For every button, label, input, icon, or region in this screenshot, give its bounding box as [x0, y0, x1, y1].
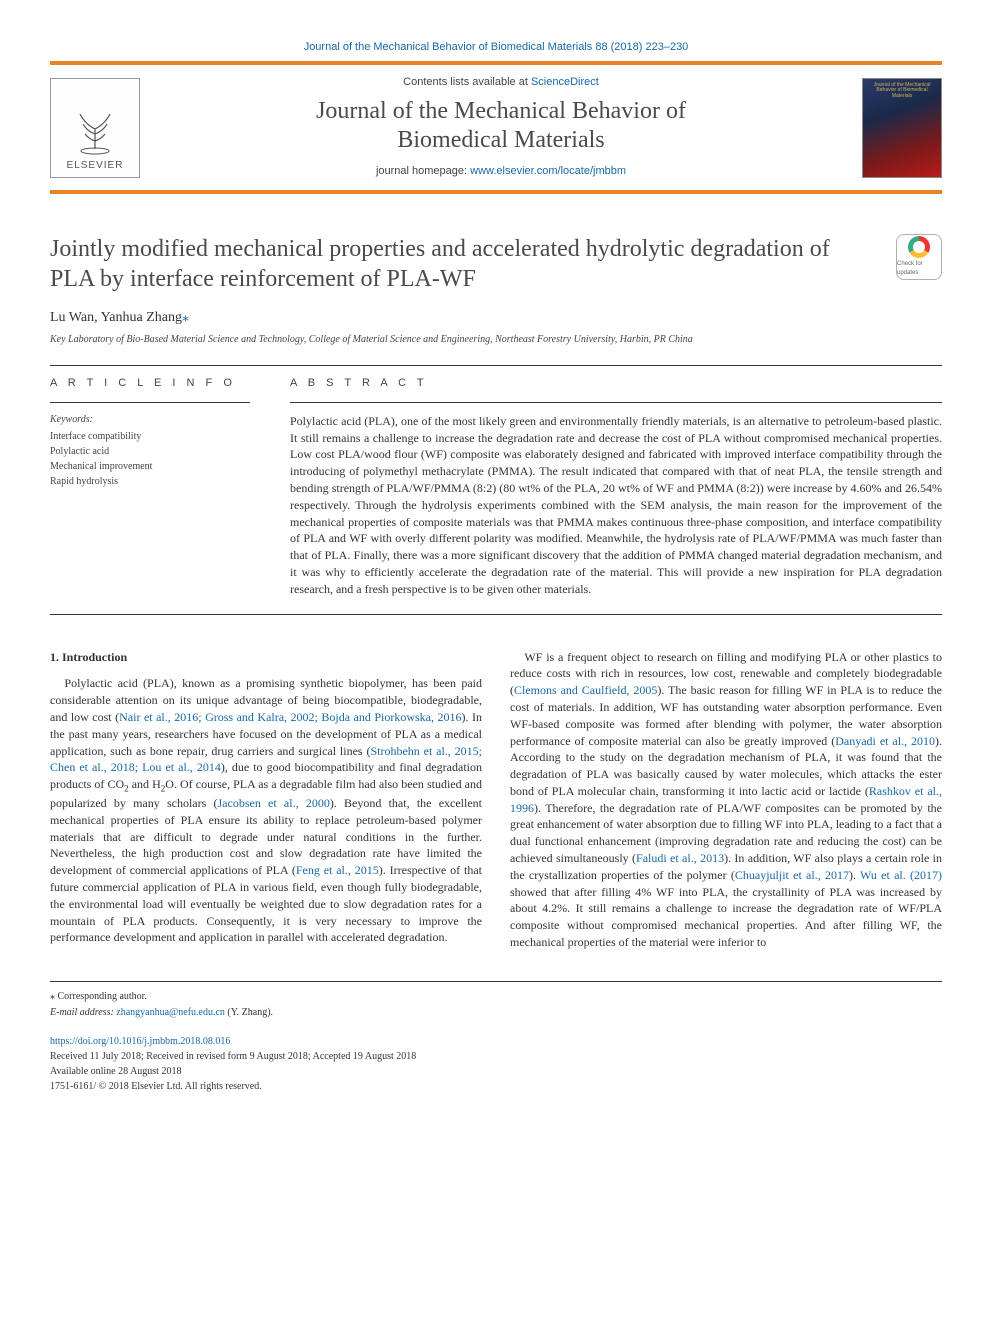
history-line: Received 11 July 2018; Received in revis…: [50, 1051, 416, 1062]
meta-row: A R T I C L E I N F O Keywords: Interfac…: [50, 376, 942, 597]
body-text: showed that after filling 4% WF into PLA…: [510, 885, 942, 949]
email-line: E-mail address: zhangyanhua@nefu.edu.cn …: [50, 1006, 942, 1020]
body-columns: 1. Introduction Polylactic acid (PLA), k…: [50, 649, 942, 951]
abstract-col: A B S T R A C T Polylactic acid (PLA), o…: [290, 376, 942, 597]
copyright-line: 1751-6161/ © 2018 Elsevier Ltd. All righ…: [50, 1081, 262, 1092]
contents-line: Contents lists available at ScienceDirec…: [156, 75, 846, 90]
cite-link[interactable]: Jacobsen et al., 2000: [218, 796, 330, 810]
cite-link[interactable]: Chuayjuljit et al., 2017: [735, 868, 849, 882]
homepage-link[interactable]: www.elsevier.com/locate/jmbbm: [470, 165, 626, 177]
journal-header: ELSEVIER Contents lists available at Sci…: [50, 61, 942, 193]
cite-link[interactable]: Nair et al., 2016; Gross and Kalra, 2002…: [119, 710, 461, 724]
cite-link[interactable]: Faludi et al., 2013: [636, 851, 724, 865]
authors: Lu Wan, Yanhua Zhang⁎: [50, 308, 876, 328]
journal-name-l2: Biomedical Materials: [397, 127, 604, 153]
cite-link[interactable]: Wu et al. (2017): [860, 868, 942, 882]
rule-abs: [290, 402, 942, 403]
abstract-text: Polylactic acid (PLA), one of the most l…: [290, 413, 942, 598]
keyword-item: Mechanical improvement: [50, 459, 250, 474]
journal-name: Journal of the Mechanical Behavior of Bi…: [156, 97, 846, 155]
page-footer: ⁎ Corresponding author. E-mail address: …: [50, 981, 942, 1094]
body-text: and H: [129, 777, 161, 791]
cite-link[interactable]: Clemons and Caulfield, 2005: [514, 683, 657, 697]
affiliation: Key Laboratory of Bio-Based Material Sci…: [50, 333, 876, 347]
crossmark-label: Check for updates: [897, 260, 941, 277]
sciencedirect-link[interactable]: ScienceDirect: [531, 76, 599, 88]
cite-link[interactable]: Feng et al., 2015: [296, 863, 379, 877]
journal-name-l1: Journal of the Mechanical Behavior of: [316, 98, 686, 124]
rule-top: [50, 365, 942, 366]
crossmark-badge[interactable]: Check for updates: [896, 234, 942, 280]
cite-link[interactable]: Danyadi et al., 2010: [835, 734, 935, 748]
header-center: Contents lists available at ScienceDirec…: [156, 75, 846, 179]
journal-homepage: journal homepage: www.elsevier.com/locat…: [156, 164, 846, 179]
doi-link[interactable]: https://doi.org/10.1016/j.jmbbm.2018.08.…: [50, 1036, 230, 1047]
homepage-pre: journal homepage:: [376, 165, 470, 177]
email-label: E-mail address:: [50, 1007, 116, 1018]
elsevier-logo: ELSEVIER: [50, 78, 140, 178]
section-head-intro: 1. Introduction: [50, 649, 482, 666]
keyword-item: Rapid hydrolysis: [50, 474, 250, 489]
citation-link[interactable]: Journal of the Mechanical Behavior of Bi…: [304, 41, 689, 53]
elsevier-wordmark: ELSEVIER: [67, 159, 124, 173]
email-link[interactable]: zhangyanhua@nefu.edu.cn: [116, 1007, 225, 1018]
body-text: ).: [849, 868, 860, 882]
body-para: Polylactic acid (PLA), known as a promis…: [50, 675, 482, 946]
corresponding-mark[interactable]: ⁎: [182, 310, 189, 325]
corresponding-author: ⁎ Corresponding author.: [50, 990, 942, 1004]
email-post: (Y. Zhang).: [225, 1007, 273, 1018]
cover-text: Journal of the Mechanical Behavior of Bi…: [867, 83, 937, 100]
rule-bottom: [50, 614, 942, 615]
elsevier-tree-icon: [65, 99, 125, 159]
crossmark-icon: [908, 236, 930, 258]
footer-meta: https://doi.org/10.1016/j.jmbbm.2018.08.…: [50, 1034, 942, 1094]
rule-kw: [50, 402, 250, 403]
citation-line: Journal of the Mechanical Behavior of Bi…: [50, 40, 942, 55]
keyword-item: Interface compatibility: [50, 429, 250, 444]
abstract-head: A B S T R A C T: [290, 376, 942, 391]
authors-text: Lu Wan, Yanhua Zhang: [50, 310, 182, 325]
keywords-label: Keywords:: [50, 413, 250, 427]
available-line: Available online 28 August 2018: [50, 1066, 181, 1077]
body-para: WF is a frequent object to research on f…: [510, 649, 942, 951]
keyword-item: Polylactic acid: [50, 444, 250, 459]
article-title: Jointly modified mechanical properties a…: [50, 234, 876, 294]
article-info-head: A R T I C L E I N F O: [50, 376, 250, 391]
article-info-col: A R T I C L E I N F O Keywords: Interfac…: [50, 376, 250, 597]
journal-cover-thumb: Journal of the Mechanical Behavior of Bi…: [862, 78, 942, 178]
contents-pre: Contents lists available at: [403, 76, 531, 88]
